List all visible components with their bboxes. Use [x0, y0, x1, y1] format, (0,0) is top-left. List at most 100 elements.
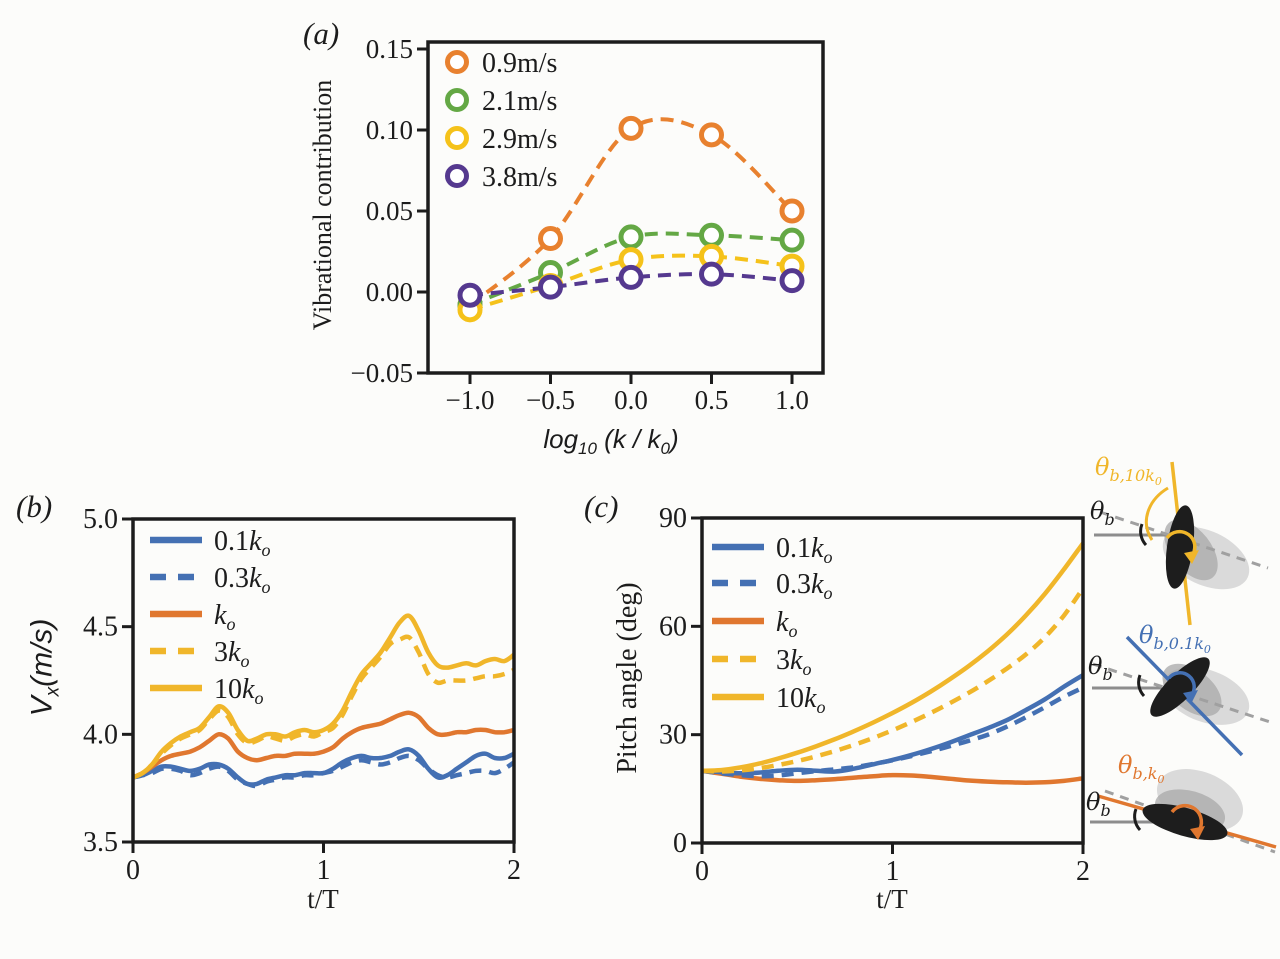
- plot-box-a: [426, 40, 825, 375]
- series-3.8m/s-marker: [779, 268, 805, 294]
- series-3.8m/s-marker: [538, 274, 563, 300]
- rotation-arrow: [1165, 529, 1197, 558]
- theta-label-k0: θb,k0: [1118, 753, 1164, 785]
- panel-b-letter: (b): [16, 489, 53, 524]
- x-tick-label-b: 1: [317, 855, 331, 886]
- legend-marker-3.8m/s: [445, 164, 469, 188]
- y-tick-label-b: 4.0: [83, 719, 118, 750]
- series-10k0-line: [701, 541, 1085, 774]
- series-3.8m/s-marker: [699, 261, 724, 287]
- legend-label-0.1k0: 0.1ko: [776, 533, 832, 567]
- panel-a-letter: (a): [303, 16, 340, 51]
- series-0.9m/s-marker: [618, 115, 644, 141]
- rotation-arrow: [1170, 803, 1204, 834]
- angle-arc: [1139, 523, 1148, 547]
- x-tick-label-a: −1.0: [446, 385, 495, 415]
- y-tick-label-a: −0.05: [351, 358, 413, 388]
- y-tick-label-c: 30: [659, 720, 687, 751]
- theta-subscript: b,0.1k: [1153, 633, 1204, 653]
- plot-box-b: [131, 517, 516, 844]
- series-2.1m/s-marker: [779, 227, 805, 253]
- series-0.9m/s-marker: [699, 122, 724, 148]
- legend-label-0.3k0: 0.3ko: [214, 563, 270, 597]
- panel-c-letter: (c): [584, 489, 619, 524]
- series-3.8m/s-marker: [457, 282, 483, 308]
- series-0.3k0-line: [132, 753, 516, 789]
- series-2.1m/s-marker: [618, 224, 644, 250]
- theta-subscript: b: [1100, 800, 1111, 820]
- x-tick-label-c: 0: [695, 856, 709, 887]
- panel-a-xlabel: log10 (k / k0): [511, 424, 711, 459]
- x-tick-label-c: 2: [1076, 856, 1090, 887]
- theta-subsubscript: 0: [1157, 772, 1165, 786]
- theta-symbol: θ: [1095, 453, 1110, 481]
- panel-b-ylabel: Vx(m/s): [26, 558, 65, 778]
- theta-symbol: θ: [1118, 751, 1133, 779]
- series-10k0-line: [132, 613, 516, 780]
- legend-label-10k0: 10ko: [214, 674, 263, 708]
- angle-arc: [1137, 674, 1146, 698]
- ylabel-b-subx: x: [42, 686, 64, 697]
- y-tick-label-a: 0.00: [366, 277, 413, 307]
- theta-b-label-middle: θb: [1088, 654, 1113, 683]
- series-3.8m/s-marker: [618, 264, 644, 290]
- swimmer-body: [1150, 657, 1210, 717]
- swimmer-illustrations: [1090, 461, 1277, 854]
- legend-label-k0: ko: [776, 607, 797, 641]
- theta-subsubscript: 0: [1154, 474, 1162, 488]
- panel-b-xlabel: t/T: [307, 884, 339, 914]
- y-tick-label-b: 4.5: [83, 612, 118, 643]
- swimmer-body: [1142, 803, 1228, 841]
- xlabel-a-sub10: 10: [578, 439, 597, 459]
- series-0.1k0-line: [132, 747, 515, 787]
- y-tick-label-a: 0.05: [366, 196, 413, 226]
- theta-subscript: b,10k: [1109, 465, 1155, 485]
- series-k0-line: [701, 768, 1084, 785]
- xlabel-a-mid: (k / k: [596, 424, 661, 454]
- series-k0-line: [132, 710, 515, 780]
- legend-label-3k0: 3ko: [776, 645, 811, 679]
- x-tick-label-b: 2: [507, 855, 521, 886]
- swimmer-body: [1165, 505, 1195, 589]
- trajectory-dashed-line: [1104, 789, 1276, 854]
- legend-label-0.3k0: 0.3ko: [776, 569, 832, 603]
- x-tick-label-a: 1.0: [775, 385, 809, 415]
- y-tick-label-c: 0: [673, 828, 687, 859]
- legend-marker-2.1m/s: [445, 88, 469, 112]
- swimmer-illustration-10k0: [1094, 461, 1269, 626]
- rotation-arrow-head: [1190, 826, 1205, 840]
- theta-subscript: b,k: [1132, 763, 1158, 783]
- series-3k0-line: [132, 634, 516, 780]
- theta-symbol: θ: [1139, 621, 1154, 649]
- swimmer-illustration-k0: [1090, 769, 1277, 854]
- y-tick-label-c: 90: [659, 503, 687, 534]
- theta-symbol: θ: [1086, 788, 1101, 816]
- x-tick-label-a: 0.5: [695, 385, 729, 415]
- legend-label-10k0: 10ko: [776, 683, 825, 717]
- legend-label-0.9m/s: 0.9m/s: [482, 48, 557, 79]
- series-0.1k0-line: [701, 673, 1085, 776]
- panel-a-ylabel: Vibrational contribution: [308, 79, 337, 331]
- theta-label-0.1k0: θb,0.1k0: [1139, 623, 1211, 655]
- series-3k0-line: [701, 587, 1085, 774]
- theta-b-label-bottom: θb: [1086, 790, 1111, 819]
- series-2.1m/s-marker: [699, 222, 724, 248]
- ylabel-b-v: V: [25, 696, 59, 717]
- xlabel-a-log: log: [543, 424, 579, 454]
- y-tick-label-c: 60: [659, 611, 687, 642]
- x-tick-label-a: 0.0: [614, 385, 648, 415]
- legend-label-2.9m/s: 2.9m/s: [482, 124, 557, 155]
- xlabel-a-close: ): [669, 424, 679, 454]
- legend-marker-2.9m/s: [445, 126, 469, 150]
- legend-label-0.1k0: 0.1ko: [214, 526, 270, 560]
- plot-box-c: [700, 516, 1085, 845]
- y-tick-label-a: 0.15: [366, 34, 413, 64]
- x-tick-label-c: 1: [886, 856, 900, 887]
- rotation-arrow-head: [1184, 550, 1199, 564]
- rotation-arrow-head: [1183, 690, 1198, 704]
- theta-b-label-top: θb: [1090, 499, 1115, 528]
- pitch-angle-arrow: [1144, 486, 1169, 541]
- y-tick-label-a: 0.10: [366, 115, 413, 145]
- theta-subsubscript: 0: [1203, 642, 1211, 656]
